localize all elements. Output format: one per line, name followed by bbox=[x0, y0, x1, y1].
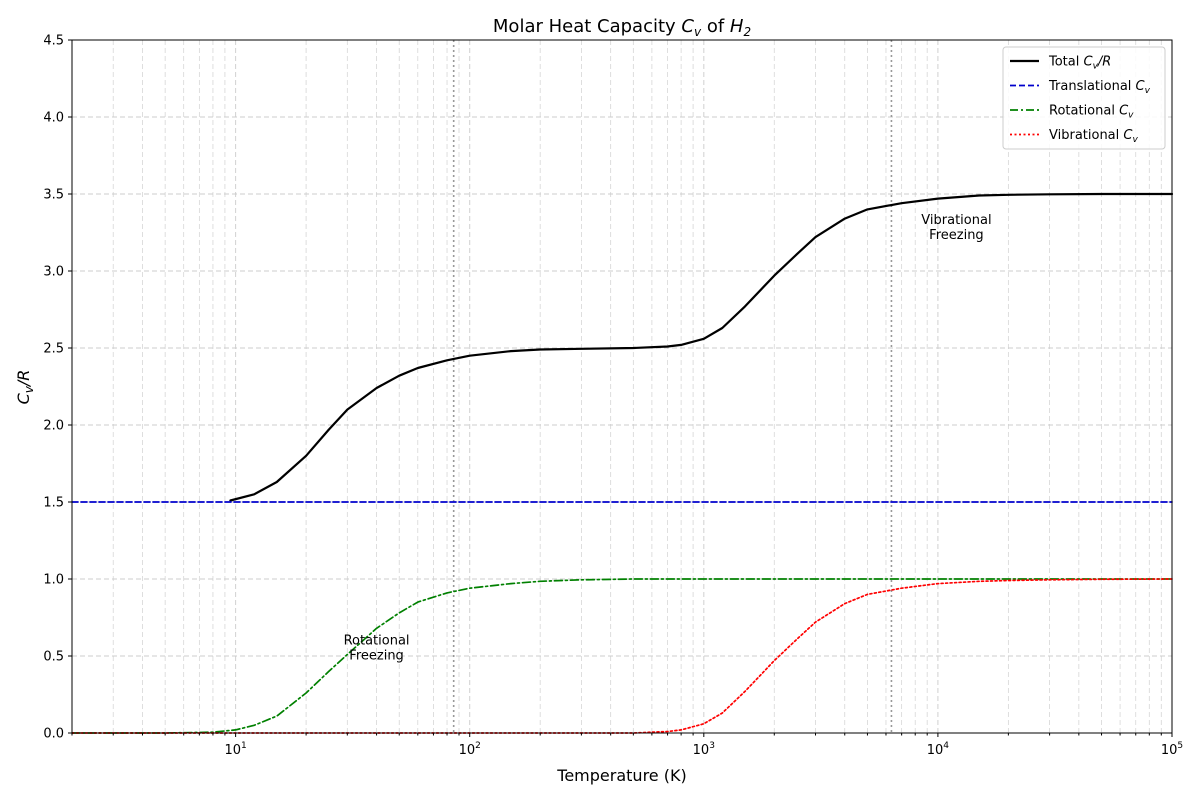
x-tick-label: 102 bbox=[459, 741, 481, 758]
legend-entry-label: Translational Cv bbox=[1048, 79, 1151, 96]
legend: Total Cv/R Translational Cv Rotational Cv V… bbox=[1002, 46, 1166, 150]
y-tick-label: 1.0 bbox=[43, 573, 64, 588]
axes-frame bbox=[71, 39, 1173, 734]
y-tick-label: 0.5 bbox=[43, 650, 64, 665]
y-tick-label: 4.5 bbox=[43, 34, 64, 49]
legend-entry-label: Rotational Cv bbox=[1049, 104, 1134, 121]
legend-entry-label: Total Cv/R bbox=[1048, 55, 1111, 72]
legend-box bbox=[1002, 46, 1166, 150]
grid bbox=[71, 39, 1173, 734]
y-tick-label: 2.5 bbox=[43, 342, 64, 357]
annotation-label: Vibrational Freezing bbox=[921, 213, 991, 243]
y-axis-label: Cv/R bbox=[14, 370, 36, 405]
legend-entry-label: Vibrational Cv bbox=[1049, 128, 1138, 145]
series-line-2 bbox=[71, 578, 1173, 734]
y-tick-label: 1.5 bbox=[43, 496, 64, 511]
x-tick-label: 101 bbox=[224, 741, 246, 758]
x-tick-label: 104 bbox=[927, 741, 950, 758]
y-tick-label: 2.0 bbox=[43, 419, 64, 434]
series-line-3 bbox=[71, 578, 1173, 734]
x-tick-label: 103 bbox=[693, 741, 715, 758]
series-line-0 bbox=[229, 192, 1174, 502]
x-axis-label: Temperature (K) bbox=[556, 766, 686, 785]
annotations: Rotational Freezing Vibrational Freezing bbox=[344, 213, 992, 663]
y-tick-label: 4.0 bbox=[43, 111, 64, 126]
vertical-markers bbox=[452, 40, 893, 733]
annotation-label: Rotational Freezing bbox=[344, 633, 410, 663]
y-tick-label: 0.0 bbox=[43, 727, 64, 742]
x-tick-label: 105 bbox=[1161, 741, 1183, 758]
y-tick-label: 3.0 bbox=[43, 265, 64, 280]
series-group bbox=[71, 192, 1174, 734]
y-tick-label: 3.5 bbox=[43, 188, 64, 203]
chart-title: Molar Heat Capacity Cv of H2 bbox=[493, 16, 751, 39]
ticks: 0.0 0.5 1.0 1.5 2.0 2.5 3.0 3.5 4.0 4.5 101 102 103 1… bbox=[43, 34, 1183, 759]
